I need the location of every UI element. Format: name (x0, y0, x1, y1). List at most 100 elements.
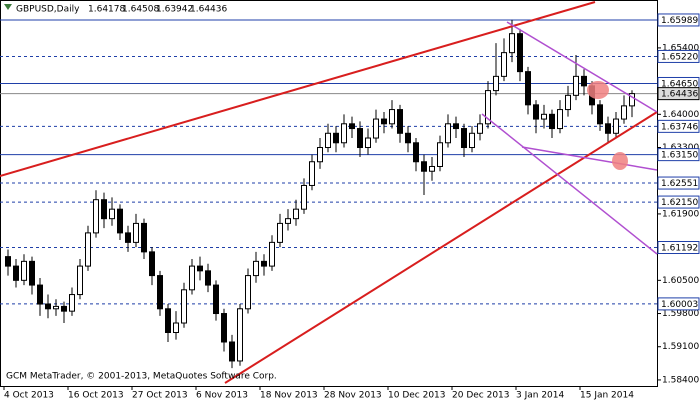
candle-body (37, 284, 43, 305)
candle-body (173, 322, 179, 334)
levels (0, 19, 657, 305)
candle-body (429, 165, 435, 172)
candle-body (205, 270, 211, 286)
candle-body (253, 260, 259, 277)
candle-body (549, 113, 555, 130)
candle-body (501, 52, 507, 77)
highlight (612, 152, 628, 170)
level-label: 1.62150 (661, 198, 698, 208)
x-tick-label: 18 Nov 2013 (260, 391, 318, 401)
x-tick-label: 4 Oct 2013 (4, 391, 54, 401)
candle-body (341, 123, 347, 144)
candle-body (533, 104, 539, 120)
candle-body (389, 109, 395, 125)
candle-body (13, 265, 19, 281)
candle-body (229, 341, 235, 362)
candle-body (45, 303, 51, 310)
x-tick-label: 15 Jan 2014 (580, 391, 634, 401)
highlight (587, 81, 609, 99)
candle-body (621, 105, 627, 120)
footer: GCM MetaTrader, © 2001-2013, MetaQuotes … (6, 372, 277, 382)
candle-body (381, 118, 387, 125)
plot-frame (0, 0, 658, 387)
current-price-box (657, 87, 700, 101)
ohlc-high: 1.64508 (122, 5, 159, 15)
trendline (521, 146, 658, 171)
level-label: 1.63746 (661, 122, 698, 132)
candle-body (77, 265, 83, 296)
candle-body (133, 222, 139, 243)
candle-body (613, 118, 619, 134)
candle-body (469, 132, 475, 149)
candle-body (333, 132, 339, 144)
x-tick-label: 16 Oct 2013 (68, 391, 124, 401)
level-box (657, 119, 700, 133)
candle-body (69, 294, 75, 312)
x-tick-label: 28 Nov 2013 (324, 391, 382, 401)
y-tick-label: 1.59100 (662, 342, 699, 352)
header: GBPUSD,Daily 1.64178 1.64508 1.63942 1.6… (4, 4, 227, 15)
candle-body (597, 104, 603, 125)
candle-body (605, 123, 611, 134)
y-tick-label: 1.60500 (662, 276, 699, 286)
y-tick-label: 1.64000 (662, 110, 699, 120)
candle-body (461, 128, 467, 149)
candle-body (325, 132, 331, 149)
candle-body (197, 265, 203, 272)
candle-body (61, 305, 67, 312)
candle-body (485, 90, 491, 125)
y-tick-label: 1.63300 (662, 143, 699, 153)
candle-body (437, 142, 443, 167)
level-label: 1.64650 (661, 79, 698, 89)
candle-body (221, 313, 227, 343)
level-label: 1.62551 (661, 179, 698, 189)
candle-body (269, 241, 275, 267)
level-box (657, 195, 700, 209)
candle-body (5, 256, 11, 267)
trendline (481, 113, 658, 255)
candle-body (349, 123, 355, 130)
y-tick-label: 1.61900 (662, 209, 699, 219)
ohlc-open: 1.64178 (88, 5, 125, 15)
candle-body (53, 305, 59, 310)
level-box (657, 148, 700, 162)
candle-body (493, 75, 499, 92)
trendlines (0, 1, 658, 384)
candle-body (165, 308, 171, 334)
candle-body (453, 123, 459, 130)
icon (4, 4, 12, 10)
candle-body (149, 251, 155, 277)
level-box (657, 297, 700, 311)
candle-body (357, 128, 363, 149)
level-box (657, 13, 700, 27)
x-tick-label: 3 Jan 2014 (516, 391, 564, 401)
candle-body (117, 208, 123, 234)
candle-body (293, 208, 299, 220)
candle-body (85, 232, 91, 267)
x-tick-label: 6 Nov 2013 (196, 391, 248, 401)
x-tick-label: 10 Dec 2013 (388, 391, 446, 401)
symbol: GBPUSD,Daily (16, 5, 80, 15)
candle-body (93, 199, 99, 234)
y-tick-label: 1.58400 (662, 375, 699, 385)
candle-body (125, 232, 131, 243)
candle-body (525, 71, 531, 106)
candle-body (445, 123, 451, 144)
candle-body (477, 123, 483, 134)
candle-body (109, 208, 115, 220)
candle-body (541, 113, 547, 120)
level-label: 1.63150 (661, 151, 698, 161)
candle-body (277, 222, 283, 243)
candle-body (581, 75, 587, 87)
trendline (506, 21, 658, 113)
candle-body (629, 93, 635, 107)
candle-body (29, 260, 35, 286)
candle-body (413, 142, 419, 163)
candle-body (317, 147, 323, 163)
candle-body (213, 284, 219, 315)
candle-body (141, 222, 147, 253)
trendline (0, 1, 596, 177)
x-tick-label: 27 Oct 2013 (132, 391, 188, 401)
candle-body (157, 275, 163, 310)
candle-body (573, 75, 579, 96)
